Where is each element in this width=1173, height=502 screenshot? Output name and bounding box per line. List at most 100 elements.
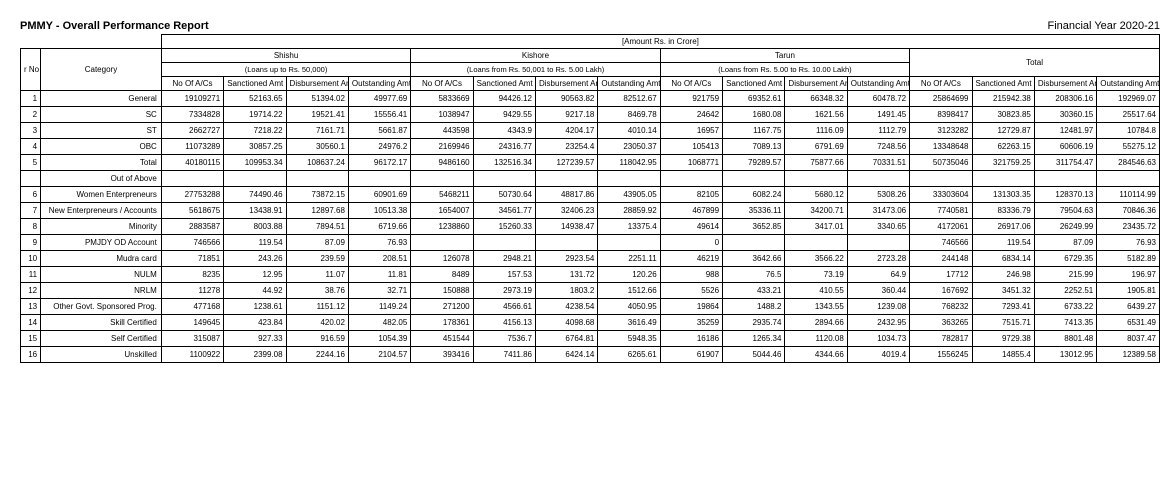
cell-category: Skill Certified [41, 315, 162, 331]
cell-value: 33303604 [910, 187, 972, 203]
cell-value: 149645 [161, 315, 223, 331]
cell-value: 11.81 [348, 267, 410, 283]
cell-value: 15260.33 [473, 219, 535, 235]
cell-value: 32406.23 [535, 203, 597, 219]
subcol: Disbursement Amt [535, 77, 597, 91]
cell-value: 1038947 [411, 107, 473, 123]
cell-value: 243.26 [224, 251, 286, 267]
cell-value: 120.26 [598, 267, 660, 283]
table-row: 7New Enterpreneurs / Accounts56186751343… [21, 203, 1160, 219]
cell-value: 60901.69 [348, 187, 410, 203]
cell-value: 239.59 [286, 251, 348, 267]
cell-value: 746566 [161, 235, 223, 251]
cell-value: 15556.41 [348, 107, 410, 123]
cell-value: 5308.26 [847, 187, 909, 203]
cell-value: 2251.11 [598, 251, 660, 267]
cell-value: 2723.28 [847, 251, 909, 267]
cell-value: 1556245 [910, 347, 972, 363]
cell-value: 28859.92 [598, 203, 660, 219]
cell-value: 76.5 [723, 267, 785, 283]
cell-value: 2662727 [161, 123, 223, 139]
cell-value [785, 171, 847, 187]
cell-value: 23435.72 [1097, 219, 1160, 235]
cell-value: 423.84 [224, 315, 286, 331]
cell-value: 7334828 [161, 107, 223, 123]
col-category: Category [41, 49, 162, 91]
cell-value [847, 235, 909, 251]
cell-value: 5526 [660, 283, 722, 299]
cell-category: Self Certified [41, 331, 162, 347]
cell-value [598, 235, 660, 251]
cell-category: Minority [41, 219, 162, 235]
cell-value [411, 171, 473, 187]
cell-value: 271200 [411, 299, 473, 315]
cell-value: 1512.66 [598, 283, 660, 299]
cell-value [535, 171, 597, 187]
cell-value: 6439.27 [1097, 299, 1160, 315]
cell-value: 2169946 [411, 139, 473, 155]
cell-value: 26917.06 [972, 219, 1034, 235]
performance-table: [Amount Rs. in Crore] r No Category Shis… [20, 34, 1160, 363]
cell-sr: 3 [21, 123, 41, 139]
cell-value: 49977.69 [348, 91, 410, 107]
cell-value: 420.02 [286, 315, 348, 331]
cell-value: 2883587 [161, 219, 223, 235]
cell-value: 12897.68 [286, 203, 348, 219]
cell-category: NULM [41, 267, 162, 283]
cell-value [1034, 171, 1096, 187]
amount-note: [Amount Rs. in Crore] [161, 35, 1159, 49]
cell-value: 52163.65 [224, 91, 286, 107]
cell-value: 7089.13 [723, 139, 785, 155]
cell-value: 30857.25 [224, 139, 286, 155]
cell-value: 7161.71 [286, 123, 348, 139]
cell-value: 8003.88 [224, 219, 286, 235]
financial-year: Financial Year 2020-21 [1047, 20, 1160, 32]
subcol: Sanctioned Amt [224, 77, 286, 91]
cell-value: 0 [660, 235, 722, 251]
cell-value [910, 171, 972, 187]
cell-value: 17712 [910, 267, 972, 283]
cell-value: 916.59 [286, 331, 348, 347]
cell-category: Unskilled [41, 347, 162, 363]
table-row: 8Minority28835878003.887894.516719.66123… [21, 219, 1160, 235]
cell-value: 4019.4 [847, 347, 909, 363]
group-shishu-sub: (Loans up to Rs. 50,000) [161, 63, 410, 77]
cell-value: 1151.12 [286, 299, 348, 315]
table-row: 9PMJDY OD Account746566119.5487.0976.930… [21, 235, 1160, 251]
cell-value: 105413 [660, 139, 722, 155]
cell-value: 467899 [660, 203, 722, 219]
group-kishore-sub: (Loans from Rs. 50,001 to Rs. 5.00 Lakh) [411, 63, 660, 77]
cell-value: 4172061 [910, 219, 972, 235]
cell-value: 1491.45 [847, 107, 909, 123]
cell-sr: 16 [21, 347, 41, 363]
cell-value: 988 [660, 267, 722, 283]
cell-value: 1167.75 [723, 123, 785, 139]
cell-value: 131.72 [535, 267, 597, 283]
cell-value [535, 235, 597, 251]
cell-value: 83336.79 [972, 203, 1034, 219]
cell-value: 43905.05 [598, 187, 660, 203]
cell-value: 87.09 [1034, 235, 1096, 251]
cell-value: 51394.02 [286, 91, 348, 107]
cell-value: 451544 [411, 331, 473, 347]
subcol: Sanctioned Amt [473, 77, 535, 91]
cell-value: 321759.25 [972, 155, 1034, 171]
cell-value: 2244.16 [286, 347, 348, 363]
cell-value: 410.55 [785, 283, 847, 299]
cell-value: 82105 [660, 187, 722, 203]
cell-value: 3566.22 [785, 251, 847, 267]
subcol: Outstanding Amt [598, 77, 660, 91]
cell-value: 76.93 [1097, 235, 1160, 251]
table-row: 11NULM823512.9511.0711.818489157.53131.7… [21, 267, 1160, 283]
cell-value: 108637.24 [286, 155, 348, 171]
cell-value: 127239.57 [535, 155, 597, 171]
cell-value: 1068771 [660, 155, 722, 171]
cell-value [785, 235, 847, 251]
cell-value: 482.05 [348, 315, 410, 331]
cell-category: OBC [41, 139, 162, 155]
cell-value: 6265.61 [598, 347, 660, 363]
table-row: 4OBC1107328930857.2530560.124976.2216994… [21, 139, 1160, 155]
cell-value: 7248.56 [847, 139, 909, 155]
cell-category: NRLM [41, 283, 162, 299]
cell-value: 24316.77 [473, 139, 535, 155]
